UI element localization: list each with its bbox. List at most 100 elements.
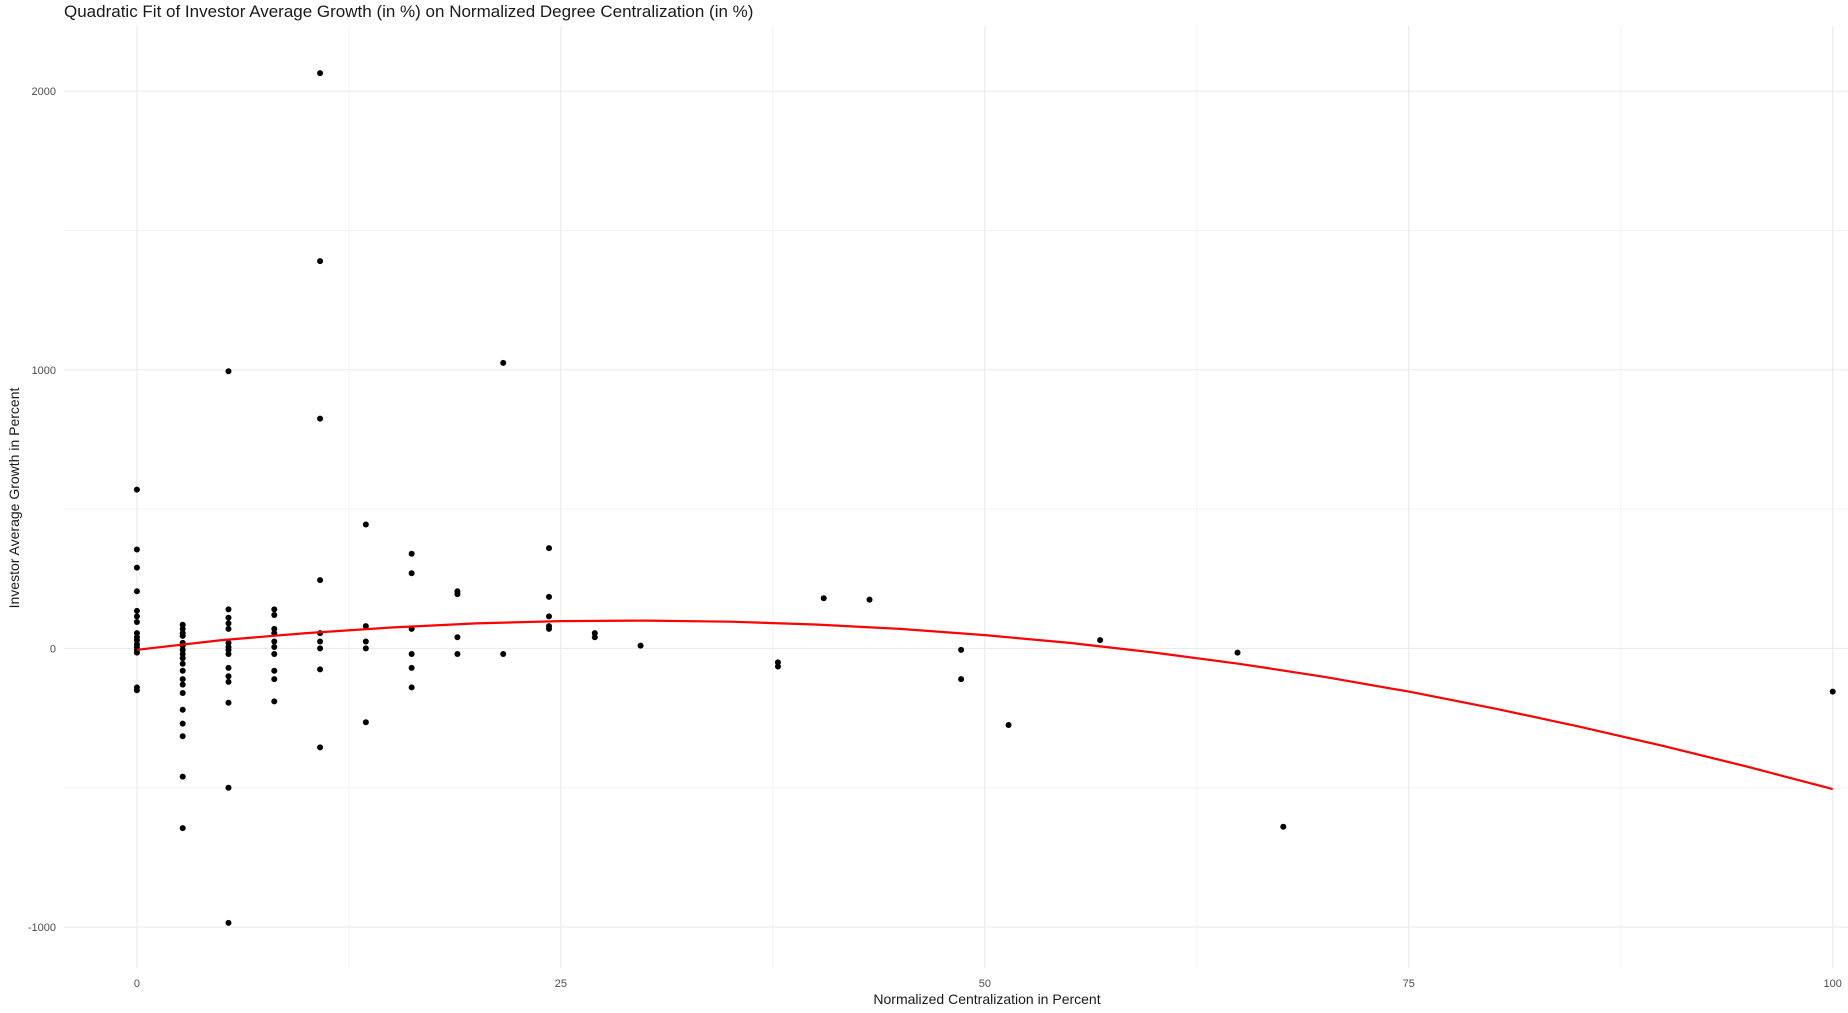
data-point: [179, 651, 186, 657]
data-point: [546, 613, 553, 620]
data-point: [546, 593, 553, 600]
data-point: [317, 258, 324, 265]
data-point: [408, 651, 415, 657]
y-tick-label: 0: [50, 643, 56, 655]
x-tick-label: 0: [134, 978, 140, 990]
data-point: [271, 651, 278, 657]
data-point: [500, 651, 507, 657]
data-point: [133, 630, 140, 637]
data-point: [225, 699, 232, 706]
data-point: [866, 596, 873, 603]
data-point: [500, 359, 507, 366]
y-axis-title: Investor Average Growth in Percent: [6, 388, 22, 609]
data-point: [546, 545, 553, 552]
data-point: [133, 588, 140, 595]
y-tick-label: 1000: [32, 365, 56, 377]
data-point: [820, 595, 827, 602]
data-point: [179, 632, 186, 639]
data-point: [225, 651, 232, 657]
y-tick-label: 2000: [32, 86, 56, 98]
major-gridlines: [64, 26, 1848, 968]
data-point: [958, 646, 965, 653]
data-point: [317, 645, 324, 652]
data-point: [317, 744, 324, 751]
data-point: [133, 637, 140, 644]
data-point: [225, 646, 232, 653]
data-point: [179, 621, 186, 628]
data-point: [225, 625, 232, 632]
data-point: [225, 673, 232, 680]
x-tick-label: 100: [1824, 978, 1842, 990]
data-point: [225, 678, 232, 685]
data-point: [225, 784, 232, 791]
data-point: [271, 611, 278, 618]
data-point: [179, 733, 186, 740]
data-point: [637, 642, 644, 649]
data-point: [133, 649, 140, 656]
data-point: [271, 606, 278, 613]
x-tick-label: 75: [1403, 978, 1415, 990]
data-point: [179, 660, 186, 667]
data-point: [225, 614, 232, 621]
data-point: [362, 719, 369, 726]
y-tick-label: -1000: [28, 922, 56, 934]
data-point: [179, 655, 186, 662]
scatter-points: [133, 70, 1836, 926]
data-point: [179, 825, 186, 832]
x-tick-label: 50: [979, 978, 991, 990]
data-point: [317, 70, 324, 77]
data-point: [271, 698, 278, 705]
x-axis-tick-labels: 0 25 50 75 100: [134, 978, 1842, 990]
data-point: [179, 676, 186, 683]
data-point: [225, 368, 232, 375]
data-point: [546, 625, 553, 632]
data-point: [362, 645, 369, 652]
data-point: [1005, 722, 1012, 729]
data-point: [317, 638, 324, 645]
y-axis-tick-labels: -1000 0 1000 2000: [28, 86, 56, 934]
data-point: [271, 625, 278, 632]
quadratic-fit-line: [136, 619, 1833, 791]
data-point: [1097, 637, 1104, 644]
data-point: [958, 676, 965, 683]
minor-gridlines: [64, 26, 1848, 968]
data-point: [271, 667, 278, 674]
data-point: [271, 638, 278, 645]
data-point: [179, 625, 186, 632]
data-point: [408, 570, 415, 577]
data-point: [408, 684, 415, 691]
data-point: [317, 666, 324, 673]
data-point: [179, 690, 186, 697]
data-point: [133, 564, 140, 571]
data-point: [362, 638, 369, 645]
data-point: [133, 546, 140, 553]
data-point: [408, 550, 415, 557]
data-point: [133, 618, 140, 625]
data-point: [179, 720, 186, 727]
data-point: [591, 634, 598, 641]
data-point: [408, 664, 415, 671]
data-point: [774, 659, 781, 666]
data-point: [271, 676, 278, 683]
data-point: [133, 607, 140, 614]
data-point: [179, 667, 186, 674]
data-point: [454, 634, 461, 641]
data-point: [1829, 688, 1836, 695]
data-point: [133, 486, 140, 493]
data-point: [225, 639, 232, 646]
data-point: [133, 613, 140, 620]
data-point: [454, 651, 461, 657]
data-point: [179, 646, 186, 653]
x-axis-title: Normalized Centralization in Percent: [873, 991, 1100, 1007]
data-point: [362, 521, 369, 528]
data-point: [1234, 649, 1241, 656]
data-point: [225, 606, 232, 613]
data-point: [225, 620, 232, 627]
data-point: [1280, 823, 1287, 830]
data-point: [179, 773, 186, 780]
data-point: [774, 663, 781, 670]
data-point: [179, 681, 186, 688]
data-point: [317, 415, 324, 422]
data-point: [362, 623, 369, 630]
